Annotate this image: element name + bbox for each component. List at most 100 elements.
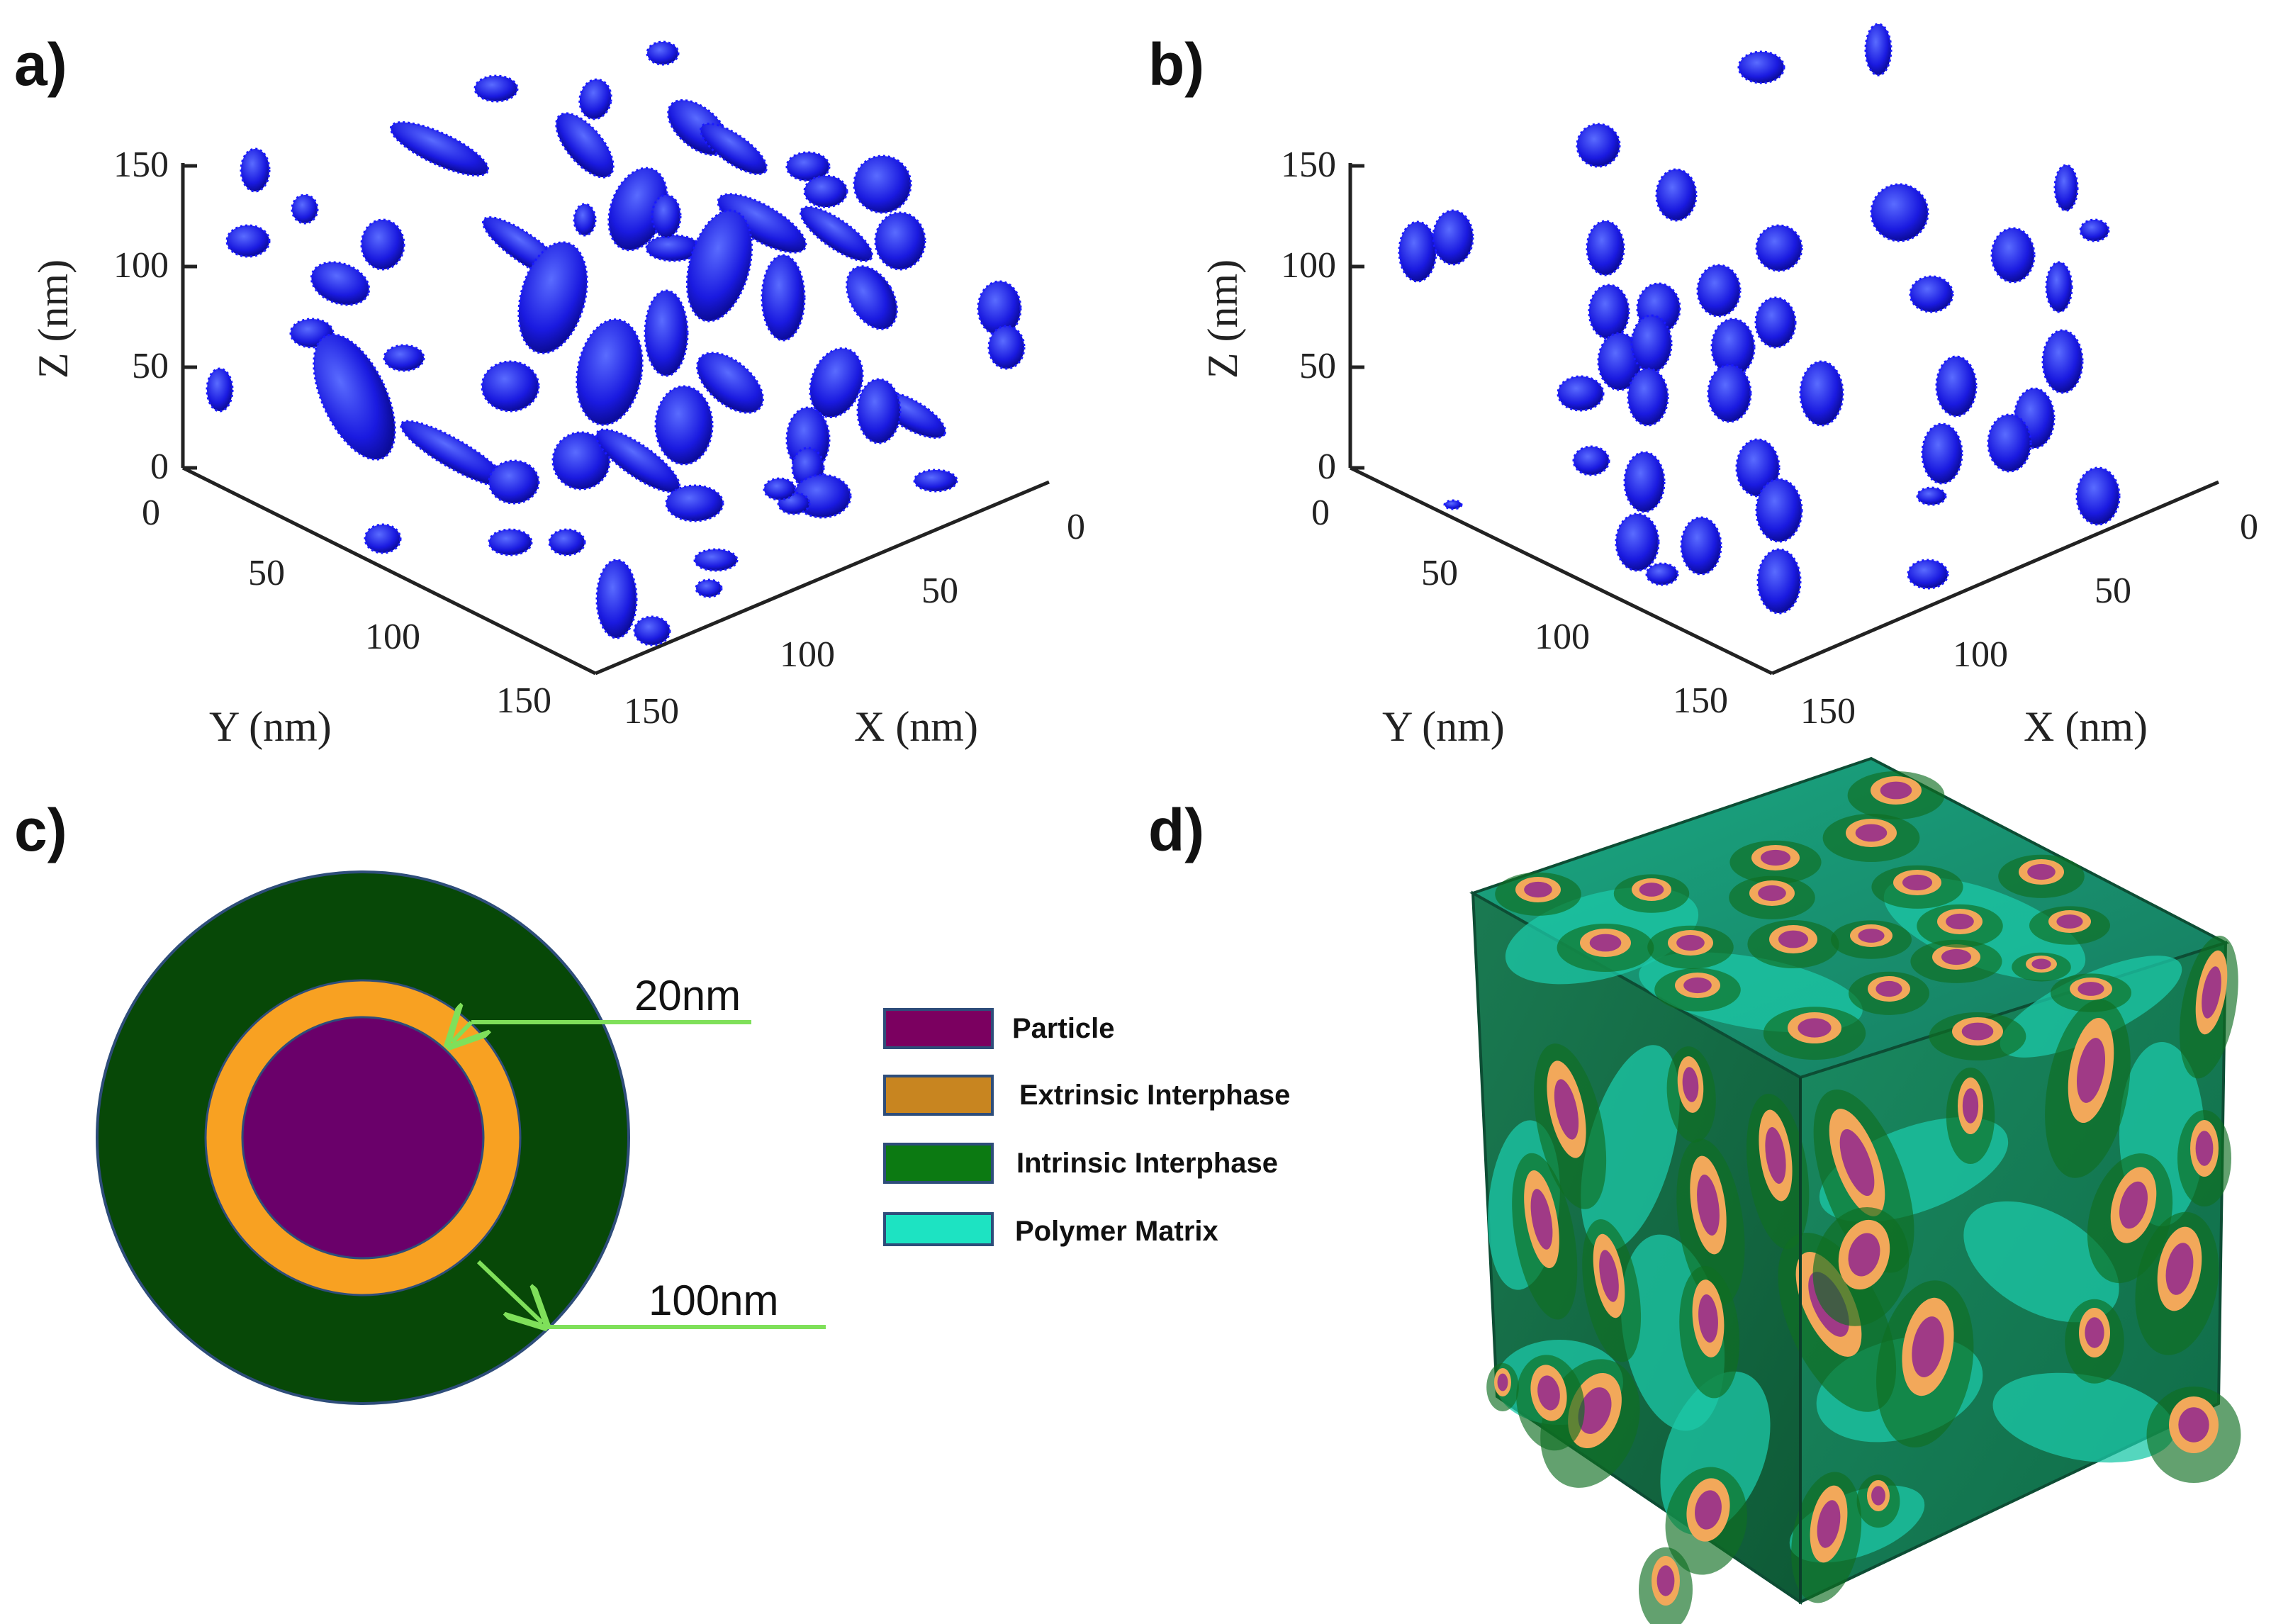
- panel-a-y-title: Y (nm): [209, 703, 332, 750]
- blue-particle: [240, 147, 271, 193]
- blue-particle: [1737, 50, 1785, 84]
- panel-a: a) 0 50 100 150 Z (nm) 0 50 100 150 Y (n…: [14, 31, 1085, 750]
- particle: [1946, 913, 1974, 930]
- blue-particle: [555, 112, 615, 179]
- blue-particle: [2075, 466, 2121, 526]
- particle: [2031, 958, 2051, 970]
- panel-c-label: c): [14, 797, 67, 863]
- inclusion: [1871, 865, 1963, 909]
- particle: [1695, 1490, 1722, 1530]
- legend-swatch-polymer-matrix: [883, 1212, 994, 1246]
- blue-particle: [1586, 220, 1625, 276]
- blue-particle: [481, 360, 540, 413]
- inclusion: [1665, 1467, 1747, 1575]
- inclusion: [1910, 939, 2002, 983]
- panel-a-z-title: Z (nm): [30, 259, 77, 379]
- inclusion: [2045, 999, 2131, 1178]
- inclusion: [1746, 1093, 1810, 1250]
- panel-a-z-ticks: 0 50 100 150: [113, 145, 197, 487]
- panel-a-x-ticks: 0 50 100 150: [624, 507, 1085, 732]
- particle: [1639, 883, 1664, 897]
- panel-b-particles: [1398, 23, 2121, 615]
- blue-particle: [1432, 209, 1474, 266]
- panel-a-y-ticks: 0 50 100 150: [142, 493, 551, 721]
- blue-particle: [595, 559, 638, 639]
- inclusion: [1812, 1207, 1910, 1326]
- blue-particle: [1755, 478, 1803, 543]
- panel-b-y-title: Y (nm): [1382, 703, 1505, 750]
- blue-particle: [763, 477, 797, 501]
- blue-particle: [717, 193, 807, 254]
- inclusion: [1534, 1043, 1607, 1209]
- inclusion: [1747, 920, 1839, 968]
- dimension-label-20nm: 20nm: [634, 972, 741, 1019]
- particle: [1778, 930, 1809, 948]
- particle: [2202, 966, 2221, 1019]
- inclusion: [1676, 1138, 1745, 1306]
- legend-swatch-extrinsic-interphase: [883, 1075, 994, 1116]
- blue-particle: [695, 578, 723, 598]
- inclusion: [1666, 1046, 1716, 1143]
- panel-b-y-tick: 150: [1673, 681, 1728, 721]
- panel-b-y-tick: 0: [1311, 493, 1330, 533]
- inclusion: [1929, 1012, 2026, 1060]
- blue-particle: [1707, 364, 1752, 423]
- blue-particle: [1755, 224, 1803, 272]
- blue-particle: [1935, 355, 1978, 418]
- blue-particle: [1907, 559, 1949, 590]
- inclusion: [1639, 1547, 1693, 1624]
- panel-b-y-tick: 50: [1421, 553, 1458, 593]
- particle: [2178, 1407, 2209, 1443]
- dimension-arrow-20nm: [452, 1022, 471, 1042]
- blue-particle: [517, 241, 588, 354]
- inclusion: [1946, 1068, 1995, 1164]
- blue-particle: [2045, 261, 2073, 313]
- inclusion: [2179, 936, 2238, 1079]
- blue-particle: [874, 211, 926, 271]
- particle: [1676, 934, 1705, 951]
- particle: [1871, 1486, 1885, 1506]
- particle: [2077, 982, 2104, 996]
- legend-label-particle: Particle: [1012, 1013, 1115, 1044]
- panel-a-y-tick: 0: [142, 493, 160, 533]
- panel-c: c) 20nm 100nm Particle Extrinsic Interph…: [14, 797, 1290, 1405]
- inclusion: [1512, 1153, 1578, 1320]
- particle: [1902, 874, 1933, 891]
- blue-particle: [578, 78, 612, 121]
- inclusion: [1557, 924, 1654, 972]
- panel-b-y-axis: [1349, 466, 1773, 676]
- particle: [1912, 1316, 1944, 1377]
- blue-particle: [651, 194, 682, 239]
- particle: [1848, 1233, 1880, 1277]
- panel-b-y-ticks: 0 50 100 150: [1311, 493, 1728, 721]
- panel-b-x-ticks: 0 50 100 150: [1800, 507, 2258, 732]
- particle: [1962, 1088, 1979, 1124]
- blue-particle: [809, 347, 864, 418]
- inclusion: [1822, 814, 1920, 862]
- panel-b: b) 0 50 100 150 Z (nm) 0 50 100 150 Y (n…: [1148, 23, 2258, 750]
- particle: [1589, 934, 1622, 952]
- panel-a-y-axis: [181, 466, 597, 676]
- panel-a-x-title: X (nm): [854, 703, 978, 750]
- particle-core: [241, 1016, 485, 1260]
- blue-particle: [1909, 275, 1954, 313]
- blue-particle: [1623, 451, 1666, 513]
- blue-particle: [1799, 360, 1844, 427]
- blue-particle: [488, 459, 540, 505]
- particle: [2085, 1317, 2104, 1348]
- legend-swatch-particle: [883, 1008, 994, 1049]
- inclusion: [2051, 973, 2131, 1012]
- blue-particle: [1576, 123, 1621, 168]
- particle: [1497, 1373, 1508, 1391]
- inclusion: [2065, 1299, 2124, 1384]
- blue-particle: [646, 40, 680, 66]
- legend-label-extrinsic-interphase: Extrinsic Interphase: [1019, 1080, 1290, 1111]
- blue-particle: [800, 206, 873, 262]
- panel-b-z-tick: 100: [1281, 245, 1336, 286]
- blue-particle: [685, 209, 753, 323]
- blue-particle: [206, 367, 234, 413]
- inclusion: [1613, 874, 1690, 913]
- blue-particle: [1987, 413, 2032, 473]
- inclusion: [1486, 1363, 1519, 1411]
- inclusion: [1647, 925, 1734, 969]
